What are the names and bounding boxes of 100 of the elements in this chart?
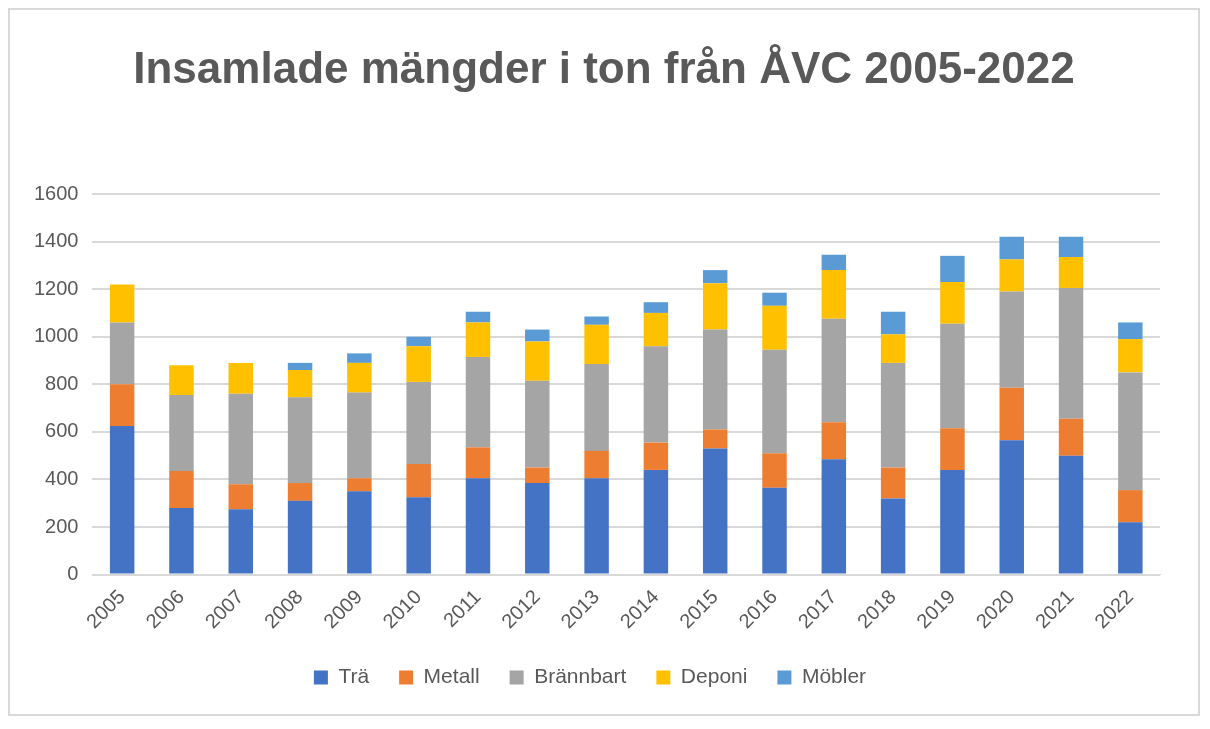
y-tick-label: 200 — [45, 514, 79, 537]
bar — [880, 362, 906, 468]
bar — [465, 478, 491, 574]
bar — [762, 305, 787, 350]
bar — [940, 282, 965, 324]
bar — [1058, 455, 1084, 574]
bar — [584, 316, 609, 325]
bar — [880, 334, 906, 363]
legend-label: Möbler — [801, 664, 867, 688]
bar — [228, 484, 253, 510]
bar — [525, 467, 550, 483]
bar — [821, 254, 847, 271]
bar — [287, 370, 313, 398]
bar — [109, 384, 135, 426]
y-tick-label: 1600 — [33, 181, 79, 204]
bar — [643, 312, 669, 347]
bar — [999, 236, 1024, 260]
bar — [880, 467, 906, 499]
bar — [228, 393, 253, 485]
bar — [287, 397, 313, 483]
bar — [762, 453, 787, 488]
bar — [109, 322, 135, 385]
bar — [643, 442, 669, 470]
bar — [525, 482, 550, 574]
bar — [643, 346, 669, 443]
bar — [643, 302, 669, 313]
bar — [169, 365, 194, 395]
legend-label: Trä — [338, 664, 370, 688]
bar — [702, 270, 728, 284]
legend-label: Brännbart — [534, 664, 627, 688]
bar — [228, 509, 253, 574]
bar — [584, 478, 609, 574]
bar — [1058, 257, 1084, 288]
y-tick-label: 1000 — [33, 324, 79, 347]
bar — [702, 329, 728, 430]
bar — [999, 259, 1024, 292]
bar — [999, 440, 1024, 574]
bar — [347, 392, 372, 479]
bar — [940, 323, 965, 429]
bar — [584, 450, 609, 479]
bar — [584, 324, 609, 365]
bar — [1118, 372, 1143, 491]
bar — [643, 469, 669, 574]
bar — [406, 497, 431, 574]
bar — [169, 507, 194, 574]
bar — [109, 425, 135, 574]
bar — [821, 459, 847, 574]
chart-title: Insamlade mängder i ton från ÅVC 2005-2022 — [132, 42, 1076, 94]
bar — [1118, 490, 1143, 523]
bar — [762, 292, 787, 306]
bar — [465, 356, 491, 448]
bar — [465, 322, 491, 357]
bar — [406, 381, 431, 464]
y-tick-label: 1400 — [33, 229, 79, 252]
bar — [880, 498, 906, 574]
bar — [880, 311, 906, 335]
bar — [347, 491, 372, 574]
bar — [525, 380, 550, 468]
bar — [406, 463, 431, 498]
bar — [584, 364, 609, 451]
bar — [940, 428, 965, 470]
bar — [228, 362, 253, 394]
bar — [347, 478, 372, 492]
legend-label: Deponi — [680, 664, 748, 688]
bar — [940, 469, 965, 574]
bar — [1058, 418, 1084, 456]
bar — [702, 283, 728, 330]
y-tick-label: 0 — [67, 562, 79, 585]
bar — [347, 353, 372, 363]
bar — [287, 482, 313, 501]
bar — [465, 447, 491, 479]
bar — [762, 487, 787, 574]
bar — [999, 387, 1024, 441]
y-tick-label: 1200 — [33, 276, 79, 299]
bar — [999, 291, 1024, 388]
bar — [821, 318, 847, 423]
bar — [525, 329, 550, 342]
bar — [169, 471, 194, 508]
bar — [1118, 322, 1143, 340]
y-tick-label: 400 — [45, 466, 79, 489]
bar — [525, 341, 550, 381]
legend-label: Metall — [423, 664, 480, 688]
bar — [169, 394, 194, 472]
bar — [1118, 339, 1143, 373]
bar — [406, 336, 431, 347]
bar — [287, 362, 313, 371]
bar — [762, 349, 787, 454]
bar — [1118, 522, 1143, 574]
bar — [821, 270, 847, 319]
bar — [702, 448, 728, 574]
y-tick-label: 800 — [45, 371, 79, 394]
y-tick-label: 600 — [45, 419, 79, 442]
bar — [287, 500, 313, 574]
bar — [347, 362, 372, 393]
bar — [1058, 287, 1084, 419]
bar — [465, 311, 491, 323]
bar — [940, 255, 965, 283]
bar — [702, 429, 728, 449]
bar — [406, 346, 431, 382]
bar — [821, 422, 847, 460]
